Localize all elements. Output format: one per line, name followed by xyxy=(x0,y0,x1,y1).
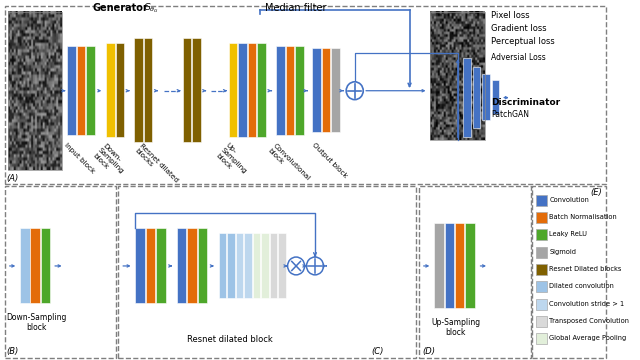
Bar xyxy=(248,43,257,137)
Bar xyxy=(144,38,152,142)
Circle shape xyxy=(307,257,323,275)
Text: Resnet dilated
blocks: Resnet dilated blocks xyxy=(134,142,180,188)
Bar xyxy=(253,233,260,298)
Bar xyxy=(118,186,416,358)
Bar xyxy=(536,247,547,257)
Bar xyxy=(116,43,124,137)
Bar xyxy=(192,38,200,142)
Circle shape xyxy=(287,257,305,275)
Text: $G_{\theta_G}$: $G_{\theta_G}$ xyxy=(143,1,159,15)
Bar xyxy=(312,48,321,132)
Bar xyxy=(239,43,247,137)
Text: (D): (D) xyxy=(423,347,436,356)
Bar xyxy=(465,224,475,307)
Text: Global Average Pooling: Global Average Pooling xyxy=(550,335,627,341)
Text: Adversial Loss: Adversial Loss xyxy=(491,53,545,62)
Bar xyxy=(8,12,61,170)
Bar xyxy=(219,233,226,298)
Bar xyxy=(536,333,547,344)
Bar xyxy=(257,43,266,137)
Text: Gradient loss: Gradient loss xyxy=(491,24,547,33)
Text: (C): (C) xyxy=(372,347,384,356)
Bar xyxy=(182,38,191,142)
Bar xyxy=(492,80,499,114)
Text: Batch Normalisation: Batch Normalisation xyxy=(550,214,617,220)
Text: (E): (E) xyxy=(591,188,602,197)
Text: (A): (A) xyxy=(7,174,19,183)
Bar xyxy=(5,6,606,184)
Text: Convolution: Convolution xyxy=(550,197,589,203)
Bar xyxy=(536,281,547,292)
Bar xyxy=(536,212,547,223)
Bar xyxy=(227,233,235,298)
Bar xyxy=(278,233,285,298)
Bar xyxy=(536,264,547,275)
Bar xyxy=(5,186,116,358)
Text: Sigmoid: Sigmoid xyxy=(550,249,577,255)
Text: Transposed Convolution: Transposed Convolution xyxy=(550,318,630,324)
Bar xyxy=(156,228,166,303)
Bar xyxy=(177,228,186,303)
Text: Leaky ReLU: Leaky ReLU xyxy=(550,231,588,237)
Bar xyxy=(445,224,454,307)
Text: Input block: Input block xyxy=(63,142,96,175)
Bar xyxy=(20,228,29,303)
Bar xyxy=(536,195,547,206)
Text: Up-
Sampling
block: Up- Sampling block xyxy=(215,142,253,180)
Text: Resnet Dilated blocks: Resnet Dilated blocks xyxy=(550,266,622,272)
Text: Down-
Sampling
block: Down- Sampling block xyxy=(92,142,130,180)
Bar xyxy=(198,228,207,303)
Bar xyxy=(236,233,243,298)
Bar xyxy=(276,46,285,135)
Bar xyxy=(419,186,531,358)
Text: Dilated convolution: Dilated convolution xyxy=(550,283,614,289)
Bar xyxy=(106,43,115,137)
Bar xyxy=(285,46,294,135)
Bar xyxy=(463,58,471,137)
Text: Generator: Generator xyxy=(93,3,148,13)
Bar xyxy=(536,229,547,240)
Bar xyxy=(295,46,303,135)
Bar xyxy=(536,299,547,310)
Bar xyxy=(146,228,156,303)
Bar xyxy=(86,46,95,135)
Bar xyxy=(136,228,145,303)
Bar xyxy=(322,48,330,132)
Bar xyxy=(41,228,51,303)
Bar xyxy=(430,12,485,140)
Text: Convolution stride > 1: Convolution stride > 1 xyxy=(550,301,625,307)
Text: Pixel loss: Pixel loss xyxy=(491,12,529,21)
Bar xyxy=(483,74,490,121)
Bar xyxy=(261,233,269,298)
Bar xyxy=(244,233,252,298)
Text: Up-Sampling
block: Up-Sampling block xyxy=(431,318,481,337)
Text: Convolutional
block: Convolutional block xyxy=(267,142,311,186)
Bar xyxy=(31,228,40,303)
Bar xyxy=(434,224,444,307)
Text: Discriminator: Discriminator xyxy=(491,98,560,107)
Bar xyxy=(77,46,85,135)
Bar xyxy=(455,224,465,307)
Text: Resnet dilated block: Resnet dilated block xyxy=(187,335,273,344)
Text: Median filter: Median filter xyxy=(266,3,327,13)
Text: (B): (B) xyxy=(7,347,19,356)
Bar xyxy=(536,316,547,327)
Bar xyxy=(134,38,143,142)
Text: Down-Sampling
block: Down-Sampling block xyxy=(6,313,67,332)
Bar xyxy=(67,46,76,135)
Bar xyxy=(532,186,606,358)
Circle shape xyxy=(346,82,364,100)
Bar xyxy=(331,48,340,132)
Bar xyxy=(229,43,237,137)
Bar xyxy=(188,228,197,303)
Bar xyxy=(473,67,481,129)
Text: Output block: Output block xyxy=(311,142,348,180)
Bar xyxy=(269,233,277,298)
Text: Perceptual loss: Perceptual loss xyxy=(491,37,555,46)
Text: PatchGAN: PatchGAN xyxy=(491,111,529,120)
